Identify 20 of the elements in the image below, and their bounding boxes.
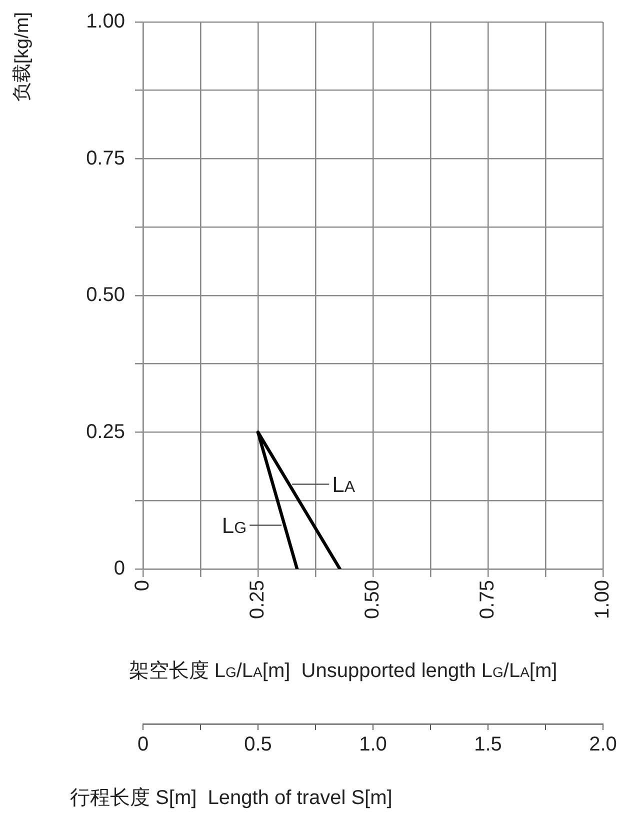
x-tick-label: 0.25 (246, 580, 269, 619)
y-tick-label: 0.50 (86, 284, 125, 306)
y-tick-label: 1.00 (86, 10, 125, 33)
x-tick-label: 0 (132, 580, 154, 592)
x2-tick-label: 0.5 (244, 734, 272, 756)
x-tick-label: 0.75 (476, 580, 499, 619)
y-tick-label: 0.75 (86, 147, 125, 170)
y-axis-title: 负载[kg/m] (12, 12, 33, 102)
series-label: LG (222, 513, 247, 538)
x2-axis-title: 行程长度 S[m] Length of travel S[m] (70, 787, 392, 809)
x-tick-label: 1.00 (592, 580, 614, 619)
y-tick-label: 0 (114, 558, 125, 580)
x2-tick-label: 1.0 (359, 734, 387, 756)
y-tick-label: 0.25 (86, 420, 125, 443)
series-label: LA (332, 472, 356, 498)
text: 架空长度 LG/LA[m] Unsupported length LG/LA[m] (128, 660, 558, 682)
x-tick-label: 0.50 (362, 580, 384, 619)
x2-tick-label: 1.5 (474, 734, 502, 756)
x2-tick-label: 2.0 (589, 734, 617, 756)
x2-tick-label: 0 (137, 734, 149, 756)
